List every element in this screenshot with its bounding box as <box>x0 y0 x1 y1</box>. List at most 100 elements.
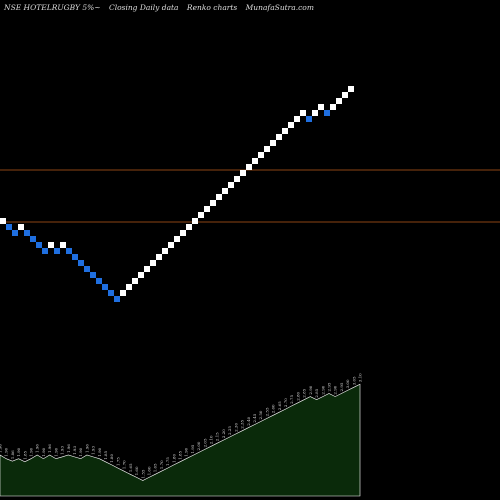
value-label: 1.60 <box>134 466 139 475</box>
value-label: 1.90 <box>78 447 83 456</box>
renko-brick-up <box>258 152 264 158</box>
renko-brick-up <box>132 278 138 284</box>
value-label: 1.80 <box>109 454 114 463</box>
renko-brick-up <box>336 98 342 104</box>
renko-brick-down <box>30 236 36 242</box>
renko-brick-up <box>240 170 246 176</box>
renko-brick-up <box>228 182 234 188</box>
value-label: 1.75 <box>115 457 120 466</box>
value-label: 1.90 <box>16 447 21 456</box>
value-label: 1.90 <box>97 447 102 456</box>
renko-brick-up <box>198 212 204 218</box>
renko-bricks <box>0 86 354 302</box>
value-label: 2.90 <box>308 385 313 394</box>
value-label: 2.95 <box>327 382 332 391</box>
renko-brick-up <box>60 242 66 248</box>
renko-brick-down <box>72 254 78 260</box>
value-label: 1.85 <box>103 450 108 459</box>
value-label: 1.55 <box>140 469 145 478</box>
value-label: 2.35 <box>240 419 245 428</box>
value-label: 2.90 <box>320 385 325 394</box>
value-label: 2.20 <box>221 429 226 438</box>
renko-brick-down <box>108 290 114 296</box>
value-label: 2.90 <box>333 385 338 394</box>
renko-brick-up <box>138 272 144 278</box>
value-label: 1.96 <box>0 444 3 453</box>
value-label: 1.80 <box>171 454 176 463</box>
renko-brick-up <box>192 218 198 224</box>
renko-brick-up <box>222 188 228 194</box>
value-label: 1.85 <box>178 450 183 459</box>
renko-brick-up <box>48 242 54 248</box>
renko-brick-up <box>156 254 162 260</box>
renko-brick-up <box>120 290 126 296</box>
value-label: 2.95 <box>339 382 344 391</box>
value-label: 2.00 <box>196 441 201 450</box>
renko-brick-down <box>114 296 120 302</box>
renko-brick-down <box>84 266 90 272</box>
renko-brick-up <box>288 122 294 128</box>
value-label: 1.96 <box>84 444 89 453</box>
renko-brick-down <box>42 248 48 254</box>
value-label: 1.90 <box>184 447 189 456</box>
value-label: 1.85 <box>22 450 27 459</box>
value-label: 1.95 <box>190 444 195 453</box>
value-label: 1.93 <box>72 446 77 455</box>
value-label: 1.65 <box>153 463 158 472</box>
value-label: 1.93 <box>91 446 96 455</box>
renko-brick-down <box>96 278 102 284</box>
renko-brick-down <box>102 284 108 290</box>
value-label: 1.86 <box>10 450 15 459</box>
renko-brick-down <box>90 272 96 278</box>
renko-brick-down <box>324 110 330 116</box>
renko-brick-up <box>18 224 24 230</box>
symbol-label: NSE HOTELRUGBY 5%~ <box>4 3 101 12</box>
renko-brick-up <box>246 164 252 170</box>
renko-brick-up <box>252 158 258 164</box>
value-label: 2.30 <box>233 423 238 432</box>
renko-brick-up <box>174 236 180 242</box>
value-label: 3.00 <box>345 379 350 388</box>
renko-brick-up <box>270 140 276 146</box>
value-label: 3.10 <box>358 373 363 382</box>
value-label: 2.85 <box>314 388 319 397</box>
renko-brick-up <box>276 134 282 140</box>
value-label: 1.90 <box>41 447 46 456</box>
value-label: 1.96 <box>35 444 40 453</box>
renko-brick-down <box>24 230 30 236</box>
data-type-label: Closing Daily data <box>108 3 179 12</box>
renko-brick-up <box>180 230 186 236</box>
renko-brick-up <box>282 128 288 134</box>
value-label: 1.70 <box>122 460 127 469</box>
renko-brick-up <box>150 260 156 266</box>
renko-brick-up <box>162 248 168 254</box>
value-label: 2.50 <box>258 410 263 419</box>
renko-brick-down <box>306 116 312 122</box>
renko-brick-up <box>342 92 348 98</box>
renko-brick-up <box>294 116 300 122</box>
renko-brick-up <box>144 266 150 272</box>
price-area <box>0 383 361 497</box>
value-label: 1.90 <box>29 447 34 456</box>
renko-brick-up <box>168 242 174 248</box>
renko-brick-up <box>126 284 132 290</box>
site-label: MunafaSutra.com <box>245 3 314 12</box>
renko-brick-up <box>348 86 354 92</box>
value-label: 2.85 <box>302 388 307 397</box>
value-label: 2.65 <box>277 401 282 410</box>
renko-brick-up <box>312 110 318 116</box>
renko-brick-up <box>216 194 222 200</box>
value-label: 1.90 <box>53 447 58 456</box>
chart-type-label: Renko charts <box>186 3 238 12</box>
value-label: 1.70 <box>159 460 164 469</box>
value-label: 2.70 <box>283 398 288 407</box>
chart-header: NSE HOTELRUGBY 5%~ Closing Daily data Re… <box>4 3 320 12</box>
renko-brick-up <box>186 224 192 230</box>
value-label: 2.45 <box>252 413 257 422</box>
renko-brick-down <box>54 248 60 254</box>
renko-brick-down <box>6 224 12 230</box>
renko-brick-down <box>12 230 18 236</box>
value-label: 3.05 <box>351 376 356 385</box>
